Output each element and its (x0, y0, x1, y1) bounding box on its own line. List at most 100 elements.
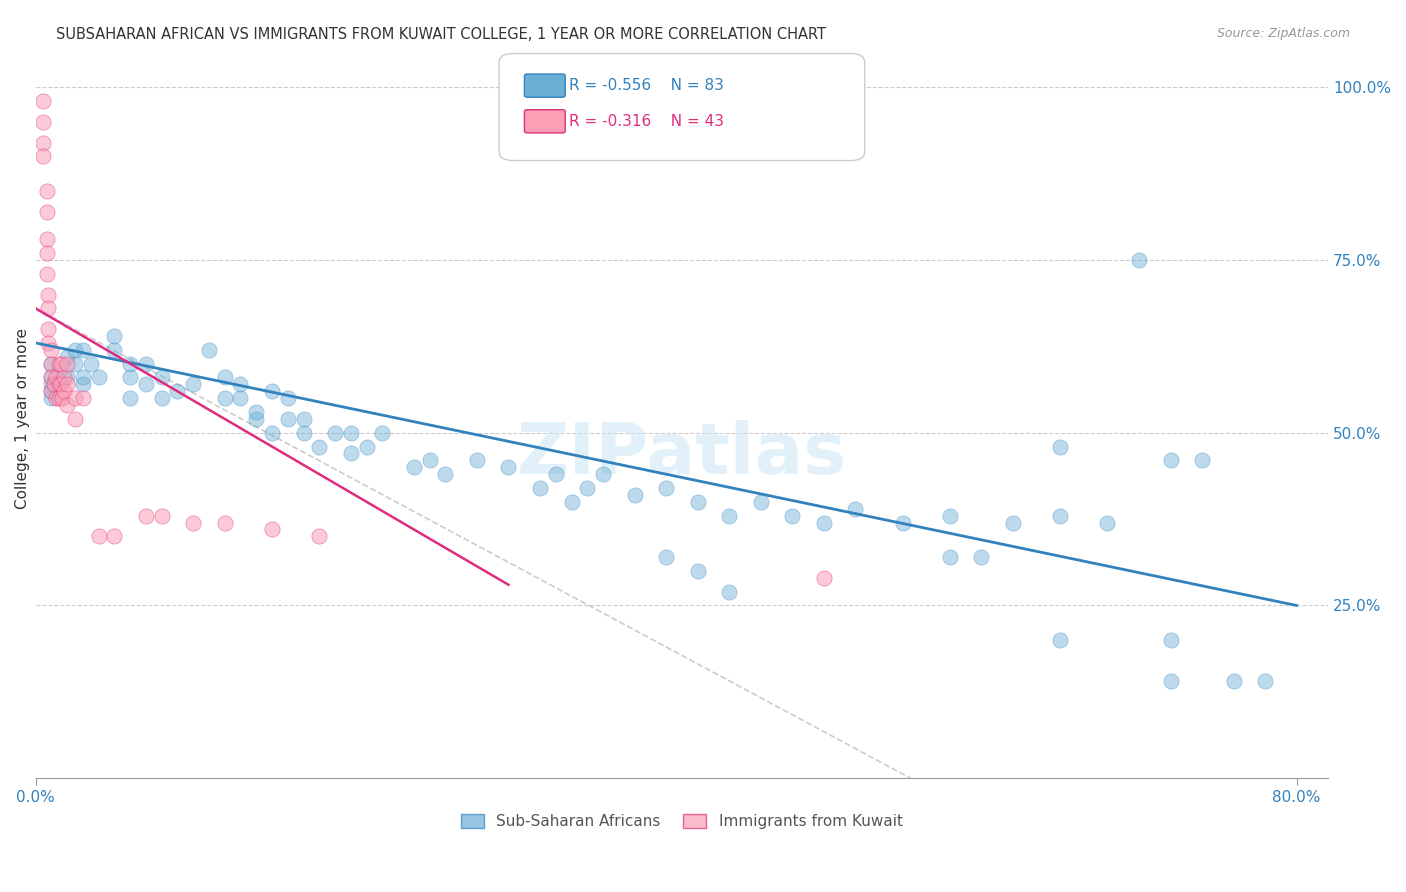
Point (63, 357, 86, 371)
Point (1191, 453, 1213, 467)
Point (560, 495, 582, 509)
Point (891, 516, 914, 530)
Point (72, 391, 94, 405)
Point (150, 370, 173, 384)
Point (229, 391, 252, 405)
Point (198, 343, 221, 357)
Point (229, 377, 252, 392)
Point (529, 481, 551, 495)
Point (63, 391, 86, 405)
Point (260, 425, 283, 440)
Point (1049, 508, 1071, 523)
Point (39, 377, 62, 392)
Point (1049, 633, 1071, 648)
Point (655, 550, 678, 565)
Point (56, 377, 79, 392)
Point (340, 446, 363, 460)
Point (813, 516, 835, 530)
Point (35, 204, 58, 219)
Point (749, 495, 772, 509)
Point (135, 377, 157, 392)
Point (48, 363, 70, 377)
Point (402, 460, 425, 475)
Point (1097, 516, 1119, 530)
Point (45, 370, 67, 384)
Point (780, 508, 803, 523)
Point (49, 357, 72, 371)
Point (37, 322, 59, 336)
Point (939, 550, 962, 565)
Point (49, 377, 72, 392)
Point (45, 391, 67, 405)
Point (35, 267, 58, 281)
Text: R = -0.316    N = 43: R = -0.316 N = 43 (569, 114, 724, 128)
Point (844, 501, 866, 516)
Point (718, 584, 741, 599)
Point (48, 377, 70, 392)
Point (1254, 674, 1277, 689)
Point (181, 377, 204, 392)
Point (37, 287, 59, 301)
Point (686, 564, 709, 578)
Point (48, 377, 70, 392)
Point (245, 405, 267, 419)
Point (37, 301, 59, 316)
Point (39, 391, 62, 405)
Point (277, 412, 299, 426)
Point (56, 370, 79, 384)
Point (87, 529, 110, 543)
Point (1160, 453, 1182, 467)
Point (576, 481, 599, 495)
Point (32, 115, 55, 129)
Point (623, 488, 645, 502)
Point (63, 343, 86, 357)
Point (1001, 516, 1024, 530)
Point (32, 136, 55, 150)
Point (292, 425, 315, 440)
Point (35, 184, 58, 198)
Point (135, 357, 157, 371)
Point (970, 550, 993, 565)
Point (72, 370, 94, 384)
Point (39, 370, 62, 384)
Point (51, 391, 73, 405)
Point (419, 453, 441, 467)
Point (39, 343, 62, 357)
Point (39, 357, 62, 371)
Point (308, 440, 330, 454)
Point (277, 391, 299, 405)
Point (87, 370, 110, 384)
Text: ZIPatlas: ZIPatlas (517, 420, 846, 490)
Point (686, 495, 709, 509)
Point (260, 384, 283, 399)
Point (120, 357, 142, 371)
Legend: Sub-Saharan Africans, Immigrants from Kuwait: Sub-Saharan Africans, Immigrants from Ku… (456, 808, 908, 835)
Point (80, 357, 103, 371)
Point (103, 329, 125, 343)
Text: Source: ZipAtlas.com: Source: ZipAtlas.com (1216, 27, 1350, 40)
Point (214, 370, 236, 384)
Point (56, 398, 79, 412)
Point (308, 529, 330, 543)
Point (120, 391, 142, 405)
Point (56, 350, 79, 364)
Point (323, 425, 346, 440)
Point (63, 412, 86, 426)
Point (1160, 633, 1182, 648)
Point (1049, 440, 1071, 454)
Point (48, 391, 70, 405)
Point (465, 453, 488, 467)
Point (32, 149, 55, 163)
Point (150, 391, 173, 405)
Point (120, 370, 142, 384)
Point (37, 335, 59, 350)
Point (39, 370, 62, 384)
Text: SUBSAHARAN AFRICAN VS IMMIGRANTS FROM KUWAIT COLLEGE, 1 YEAR OR MORE CORRELATION: SUBSAHARAN AFRICAN VS IMMIGRANTS FROM KU… (56, 27, 827, 42)
Point (32, 94, 55, 108)
Point (292, 412, 315, 426)
Point (103, 343, 125, 357)
Point (371, 425, 394, 440)
Point (655, 481, 678, 495)
Point (718, 508, 741, 523)
Point (56, 357, 79, 371)
